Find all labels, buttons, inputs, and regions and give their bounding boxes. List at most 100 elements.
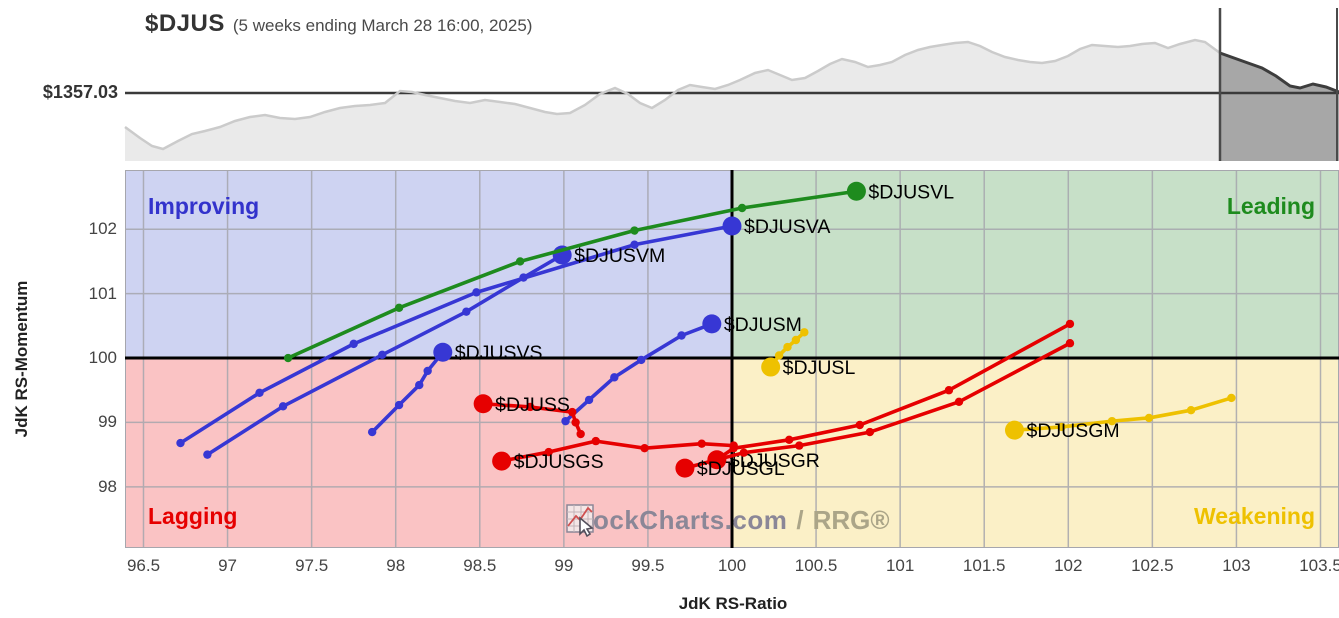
series-djusgm[interactable]: $DJUSGM — [1004, 393, 1236, 442]
series-head-marker[interactable] — [492, 451, 512, 471]
quadrant-label-improving: Improving — [148, 193, 260, 219]
series-tail — [501, 439, 734, 463]
series-week-marker — [1057, 422, 1066, 432]
series-djuss[interactable]: $DJUSS — [473, 394, 585, 439]
series-djusvl[interactable]: $DJUSVL — [283, 181, 954, 363]
price-area — [125, 40, 1220, 161]
series-head-marker[interactable] — [761, 357, 781, 377]
watermark-separator: / — [796, 505, 804, 535]
series-week-marker — [576, 429, 585, 439]
series-week-marker — [944, 386, 954, 395]
y-tick-102: 102 — [88, 219, 117, 239]
series-week-marker — [697, 439, 706, 448]
series-week-marker — [394, 303, 404, 313]
series-week-marker — [737, 203, 747, 213]
price-line — [124, 38, 1221, 151]
x-tick-98.5: 98.5 — [463, 556, 497, 575]
series-week-marker — [561, 416, 570, 426]
series-week-marker — [367, 427, 377, 437]
series-head-marker[interactable] — [473, 394, 493, 414]
series-week-marker — [795, 441, 804, 450]
watermark-rrg: RRG® — [812, 505, 890, 535]
chart-header: $DJUS (5 weeks ending March 28 16:00, 20… — [145, 10, 532, 38]
series-djusgs[interactable]: $DJUSGS — [492, 436, 738, 473]
series-head-marker[interactable] — [702, 314, 722, 334]
series-week-marker — [519, 273, 528, 282]
series-week-marker — [526, 402, 535, 412]
x-tick-97.5: 97.5 — [295, 556, 329, 575]
quadrant-label-lagging: Lagging — [148, 503, 238, 529]
series-week-marker — [855, 420, 864, 430]
series-week-marker — [784, 435, 794, 445]
x-tick-103: 103 — [1222, 556, 1251, 575]
quadrant-leading — [732, 170, 1339, 359]
series-week-marker — [783, 342, 792, 352]
series-head-marker[interactable] — [1004, 420, 1024, 440]
series-week-marker — [462, 307, 471, 316]
series-week-marker — [394, 400, 404, 410]
quadrant-lagging — [125, 358, 732, 548]
series-ticker-label: $DJUSVL — [868, 181, 954, 203]
quadrant-label-leading: Leading — [1226, 193, 1315, 219]
watermark-text: StockCharts.com — [566, 505, 788, 535]
series-ticker-label: $DJUSGL — [697, 458, 785, 480]
series-ticker-label: $DJUSGS — [514, 451, 604, 473]
series-week-marker — [1065, 319, 1075, 329]
series-ticker-label: $DJUSGR — [729, 450, 820, 472]
series-ticker-label: $DJUSVM — [574, 245, 665, 267]
series-tail — [287, 189, 857, 360]
series-ticker-label: $DJUSS — [495, 394, 570, 416]
series-djusgl[interactable]: $DJUSGL — [675, 339, 1075, 480]
series-week-marker — [1065, 339, 1075, 348]
quadrant-label-weakening: Weakening — [1194, 503, 1315, 529]
series-tail — [1014, 396, 1232, 432]
series-head-marker[interactable] — [675, 458, 695, 478]
series-djusl[interactable]: $DJUSL — [761, 328, 855, 379]
y-tick-100: 100 — [88, 348, 117, 368]
y-axis-title: JdK RS-Momentum — [12, 280, 31, 438]
series-week-marker — [865, 427, 875, 437]
stockcharts-rrg-watermark: StockCharts.com / RRG® — [566, 503, 890, 537]
series-djusva[interactable]: $DJUSVA — [176, 216, 830, 448]
series-head-marker[interactable] — [846, 181, 866, 201]
series-week-marker — [774, 351, 784, 360]
x-tick-102: 102 — [1054, 556, 1083, 575]
series-ticker-label: $DJUSM — [724, 314, 802, 336]
series-week-marker — [791, 335, 801, 345]
quadrant-improving — [125, 170, 732, 359]
x-tick-100.5: 100.5 — [794, 556, 838, 575]
series-week-marker — [515, 257, 525, 266]
series-week-marker — [630, 226, 639, 235]
series-djusm[interactable]: $DJUSM — [561, 314, 802, 426]
series-week-marker — [571, 418, 580, 427]
x-tick-96.5: 96.5 — [126, 556, 161, 575]
series-djusgr[interactable]: $DJUSGR — [707, 319, 1075, 472]
series-ticker-label: $DJUSL — [783, 357, 856, 379]
series-week-marker — [283, 353, 293, 363]
rrg-plot: $DJUSVA $DJUSVM $DJUSVS $DJUSM $DJUSVL $DJUSL… — [125, 170, 1339, 548]
series-week-marker — [729, 441, 738, 450]
series-week-marker — [415, 380, 424, 390]
series-head-marker[interactable] — [433, 342, 453, 362]
series-week-marker — [176, 438, 185, 448]
y-tick-99: 99 — [98, 412, 117, 432]
series-djusvs[interactable]: $DJUSVS — [367, 342, 543, 437]
series-week-marker — [630, 240, 639, 249]
x-tick-100: 100 — [717, 556, 747, 575]
series-djusvm[interactable]: $DJUSVM — [203, 245, 665, 459]
y-tick-98: 98 — [98, 476, 117, 496]
series-head-marker[interactable] — [722, 216, 742, 236]
series-tail — [564, 322, 713, 423]
page-title: $DJUS — [145, 10, 225, 37]
series-week-marker — [1186, 405, 1196, 415]
quadrant-weakening — [732, 358, 1339, 548]
series-week-marker — [954, 397, 964, 407]
series-week-marker — [568, 407, 577, 417]
series-ticker-label: $DJUSVS — [455, 342, 543, 364]
y-tick-101: 101 — [88, 283, 117, 303]
series-week-marker — [203, 450, 212, 459]
series-week-marker — [423, 366, 432, 376]
series-week-marker — [739, 448, 748, 457]
series-ticker-label: $DJUSVA — [744, 216, 830, 238]
